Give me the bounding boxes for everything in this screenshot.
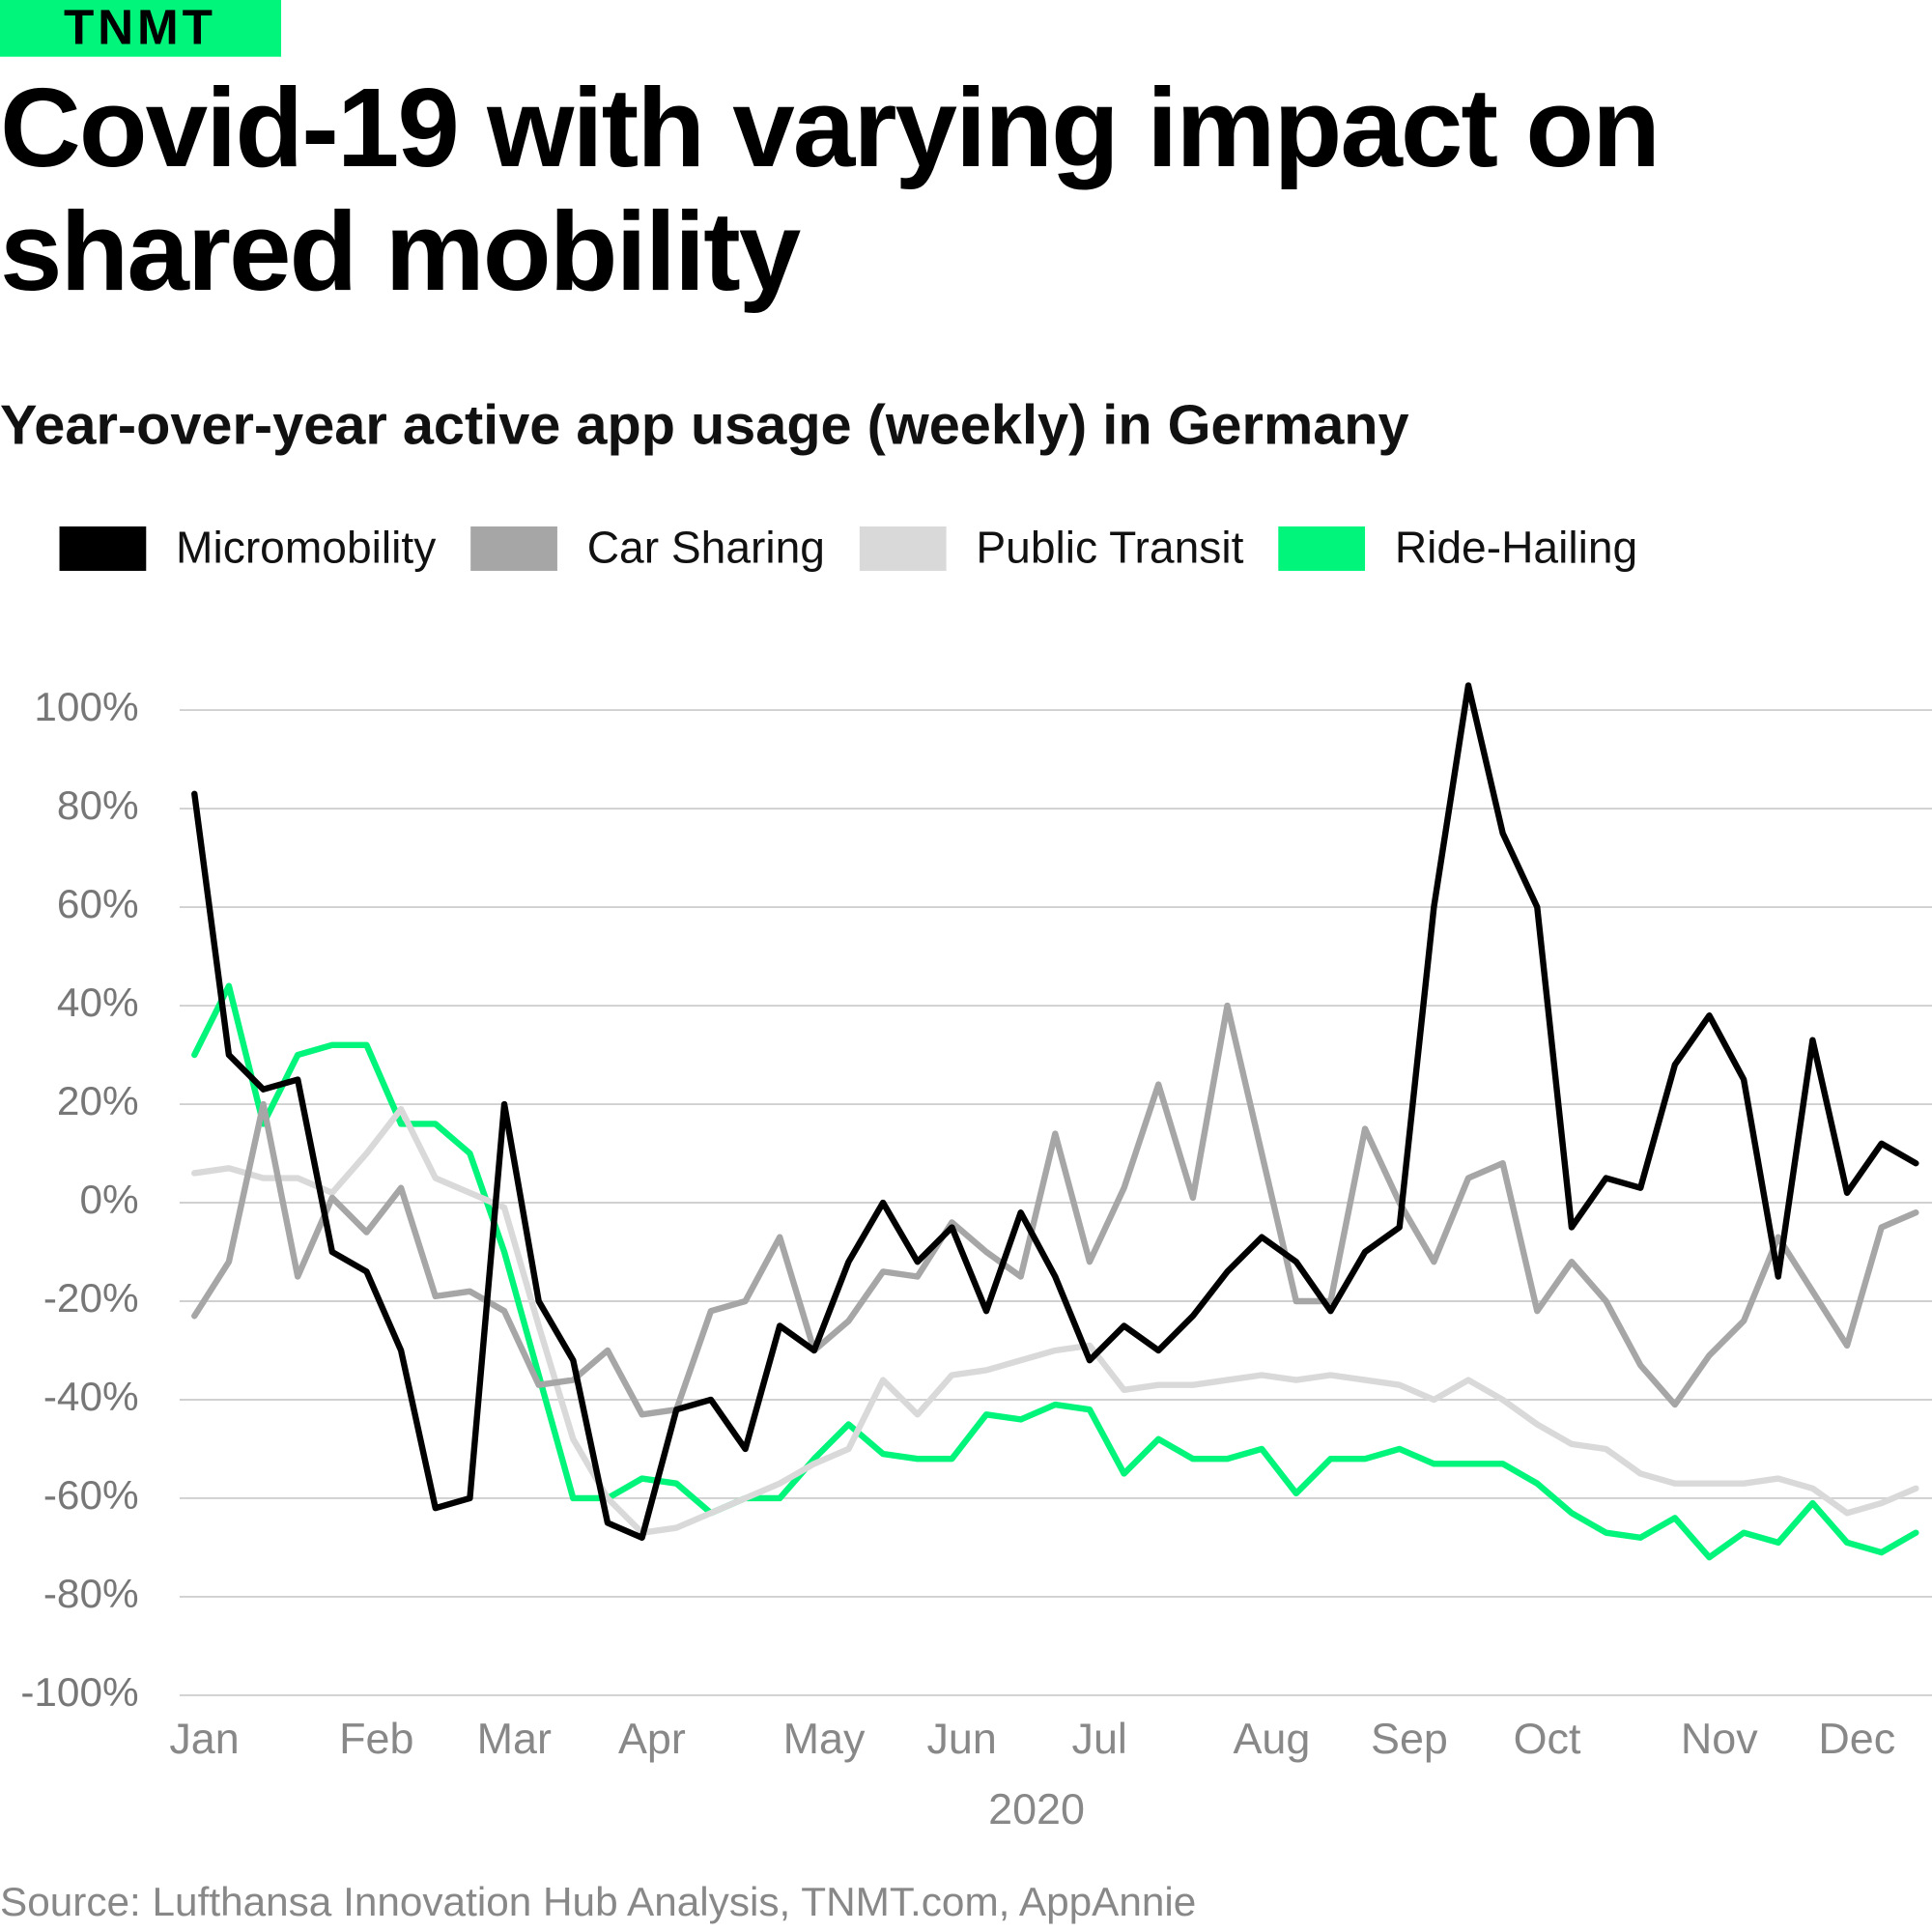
x-tick-label: Jul (1072, 1715, 1127, 1763)
series-line (191, 982, 1919, 1561)
x-tick-label: Mar (477, 1715, 552, 1763)
legend-swatch (59, 526, 147, 571)
legend-swatch (470, 526, 557, 571)
x-tick-label: Nov (1681, 1715, 1758, 1763)
legend-label: Car Sharing (587, 523, 825, 573)
legend-swatch (859, 526, 947, 571)
y-tick-label: -100% (20, 1669, 138, 1715)
y-tick-label: -20% (43, 1275, 139, 1321)
brand: TNMT (64, 0, 216, 54)
legend-label: Micromobility (176, 523, 436, 573)
chart-title: Covid-19 with varying impact on shared m… (0, 65, 1661, 314)
x-tick-label: Sep (1371, 1715, 1448, 1763)
y-tick-label: 40% (57, 980, 139, 1025)
x-tick-label: Jun (926, 1715, 996, 1763)
x-axis-label: 2020 (988, 1785, 1085, 1833)
subtitle: Year-over-year active app usage (weekly)… (0, 394, 1409, 456)
legend-label: Public Transit (976, 523, 1243, 573)
x-tick-label: Dec (1818, 1715, 1895, 1763)
x-tick-label: Oct (1514, 1715, 1581, 1763)
legend-label: Ride-Hailing (1395, 523, 1637, 573)
y-tick-label: -60% (43, 1472, 139, 1518)
x-tick-label: Feb (339, 1715, 413, 1763)
y-tick-label: 100% (34, 684, 138, 729)
series-line (191, 1002, 1919, 1418)
x-tick-label: Aug (1233, 1715, 1310, 1763)
y-tick-label: -80% (43, 1571, 139, 1616)
y-tick-label: 0% (79, 1177, 138, 1222)
y-tick-label: 80% (57, 782, 139, 828)
series-line (191, 682, 1919, 1541)
y-tick-label: 60% (57, 881, 139, 926)
y-tick-label: 20% (57, 1078, 139, 1123)
source: Source: Lufthansa Innovation Hub Analysi… (0, 1879, 1196, 1924)
series-line (191, 1105, 1919, 1536)
y-tick-label: -40% (43, 1374, 139, 1419)
brand-box (0, 0, 282, 57)
x-tick-label: Apr (618, 1715, 686, 1763)
x-tick-label: May (783, 1715, 866, 1763)
legend-swatch (1278, 526, 1366, 571)
x-tick-label: Jan (169, 1715, 239, 1763)
